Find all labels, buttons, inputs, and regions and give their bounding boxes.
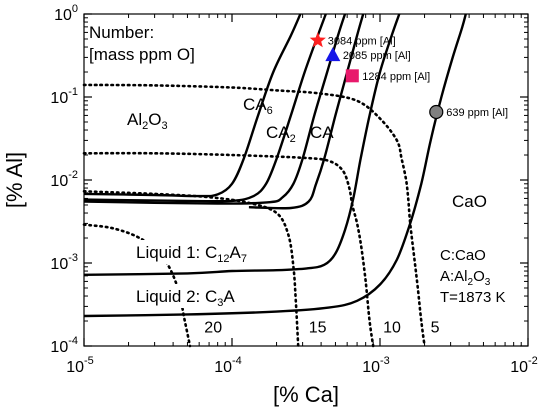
x-tick-label: 10-3 bbox=[362, 355, 390, 376]
x-axis-label: [% Ca] bbox=[273, 382, 339, 407]
key-a-al2o3: A:Al2O3 bbox=[440, 268, 491, 288]
phase-boundary-6 bbox=[83, 13, 467, 318]
y-axis-label: [% Al] bbox=[2, 152, 27, 208]
contour-label-15: 15 bbox=[309, 320, 327, 337]
liquid2-label-background bbox=[133, 284, 240, 308]
iso-oxygen-curve-5 bbox=[82, 83, 426, 348]
marker-triangle bbox=[325, 47, 341, 62]
marker-circle bbox=[429, 104, 444, 120]
key-c-cao: C:CaO bbox=[440, 247, 486, 264]
y-tick-label: 10-1 bbox=[50, 86, 78, 107]
key-temperature: T=1873 K bbox=[440, 289, 505, 306]
liquid1-label-background bbox=[133, 240, 259, 264]
contour-label-background bbox=[201, 316, 228, 338]
y-tick-label: 100 bbox=[54, 3, 78, 24]
legend-title-line1: Number: bbox=[89, 23, 154, 42]
marker-label: 1284 ppm [Al] bbox=[362, 71, 430, 83]
iso-oxygen-curve-15 bbox=[82, 190, 300, 348]
iso-oxygen-curve-10 bbox=[82, 151, 375, 348]
y-tick-label: 10-2 bbox=[50, 169, 78, 190]
marker-label: 639 ppm [Al] bbox=[446, 107, 508, 119]
phase-boundary-2 bbox=[83, 13, 327, 203]
contour-label-background bbox=[305, 316, 332, 338]
phase-label-liquid2: Liquid 2: C3A bbox=[136, 287, 235, 309]
marker-label: 2085 ppm [Al] bbox=[343, 50, 411, 62]
iso-oxygen-curve-20 bbox=[82, 223, 192, 348]
phase-boundary-3 bbox=[83, 13, 347, 205]
contour-label-10: 10 bbox=[383, 320, 401, 337]
x-tick-label: 10-5 bbox=[66, 355, 94, 376]
phase-label-cao: CaO bbox=[452, 192, 487, 211]
marker-star bbox=[309, 32, 326, 48]
phase-label-liquid1: Liquid 1: C12A7 bbox=[136, 243, 247, 265]
marker-label: 3084 ppm [Al] bbox=[328, 35, 396, 47]
y-tick-label: 10-3 bbox=[50, 252, 78, 273]
data-markers: 3084 ppm [Al] 2085 ppm [Al] 1284 ppm [Al] 6… bbox=[309, 32, 508, 120]
x-tick-label: 10-4 bbox=[214, 355, 242, 376]
phase-boundary-5 bbox=[83, 13, 401, 276]
y-tick-label: 10-4 bbox=[50, 335, 78, 356]
x-tick-label: 10-2 bbox=[510, 355, 538, 376]
phase-label-al2o3: Al2O3 bbox=[127, 110, 168, 132]
phase-label-ca6: CA6 bbox=[243, 95, 273, 117]
phase-boundary-1 bbox=[83, 13, 302, 198]
phase-label-ca2: CA2 bbox=[266, 123, 296, 145]
contour-label-5: 5 bbox=[431, 320, 440, 337]
legend-title-line2: [mass ppm O] bbox=[89, 45, 195, 64]
phase-label-ca: CA bbox=[310, 123, 334, 142]
contour-label-background bbox=[380, 316, 407, 338]
contour-label-20: 20 bbox=[204, 320, 222, 337]
contour-label-background bbox=[427, 316, 444, 338]
marker-square bbox=[345, 69, 359, 83]
phase-boundary-4 bbox=[248, 13, 365, 210]
